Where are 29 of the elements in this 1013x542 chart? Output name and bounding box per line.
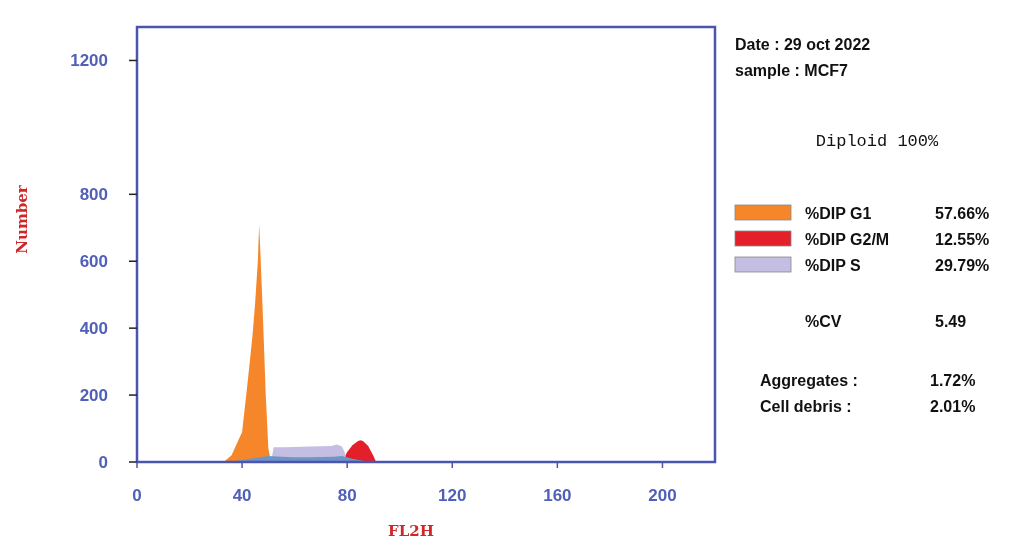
text: Aggregates : (760, 372, 858, 389)
text: Diploid 100% (815, 132, 940, 151)
x-tick-label: 200 (648, 486, 677, 505)
text: 5.49 (935, 313, 967, 330)
y-axis-title: Number (13, 184, 31, 254)
text: %CV (805, 313, 842, 330)
x-axis-title: FL2H (388, 522, 434, 540)
legend-label: %DIP G2/M (805, 231, 890, 248)
y-tick-label: 0 (98, 453, 108, 472)
text: 57.66% (935, 205, 990, 222)
x-tick-label: 40 (232, 486, 252, 505)
text: 12.55% (935, 231, 990, 248)
x-tick-label: 160 (543, 486, 572, 505)
text: sample : MCF7 (735, 62, 849, 79)
text: Cell debris : (760, 398, 852, 415)
y-tick-label: 600 (79, 252, 108, 272)
text: 1.72% (930, 372, 976, 389)
text: Date : 29 oct 2022 (735, 36, 871, 53)
text: 29.79% (935, 257, 990, 274)
x-tick-label: 80 (337, 486, 357, 505)
y-tick-label: 200 (79, 386, 108, 406)
y-tick-label: 1200 (70, 51, 108, 71)
x-tick-label: 120 (438, 486, 467, 505)
text: 2.01% (930, 398, 976, 415)
legend-label: %DIP G1 (805, 205, 872, 222)
y-tick-label: 400 (79, 319, 108, 339)
legend-label: %DIP S (805, 257, 862, 274)
x-tick-label: 0 (132, 486, 142, 505)
y-tick-label: 800 (79, 185, 108, 205)
